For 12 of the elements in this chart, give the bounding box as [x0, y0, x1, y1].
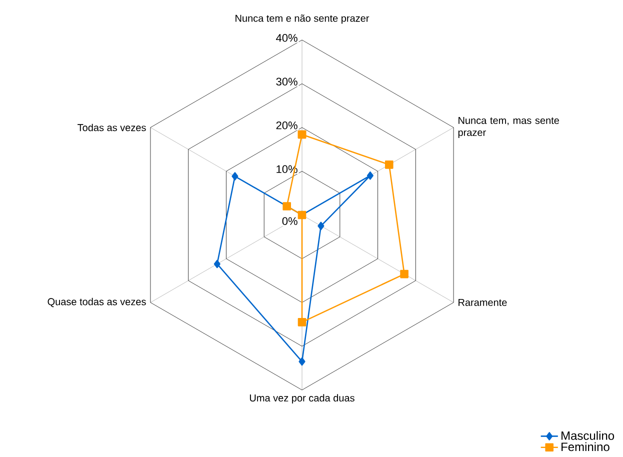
- legend-label: Feminino: [562, 442, 610, 452]
- y-tick-label: 40%: [276, 34, 298, 42]
- spoke-label: Todas as vezes: [78, 124, 146, 132]
- y-tick-label: 20%: [276, 122, 298, 130]
- legend-label: Masculino: [562, 431, 614, 440]
- spoke-label: Raramente: [458, 298, 507, 306]
- spoke-label: Nunca tem, mas sente prazer: [458, 117, 559, 138]
- y-tick-label: 30%: [276, 78, 298, 86]
- spoke-label: Quase todas as vezes: [48, 298, 146, 308]
- spoke-label: Nunca tem e não sente prazer: [236, 14, 370, 24]
- y-tick-label: 0%: [282, 217, 298, 225]
- spoke-label: Uma vez por cada duas: [250, 394, 354, 404]
